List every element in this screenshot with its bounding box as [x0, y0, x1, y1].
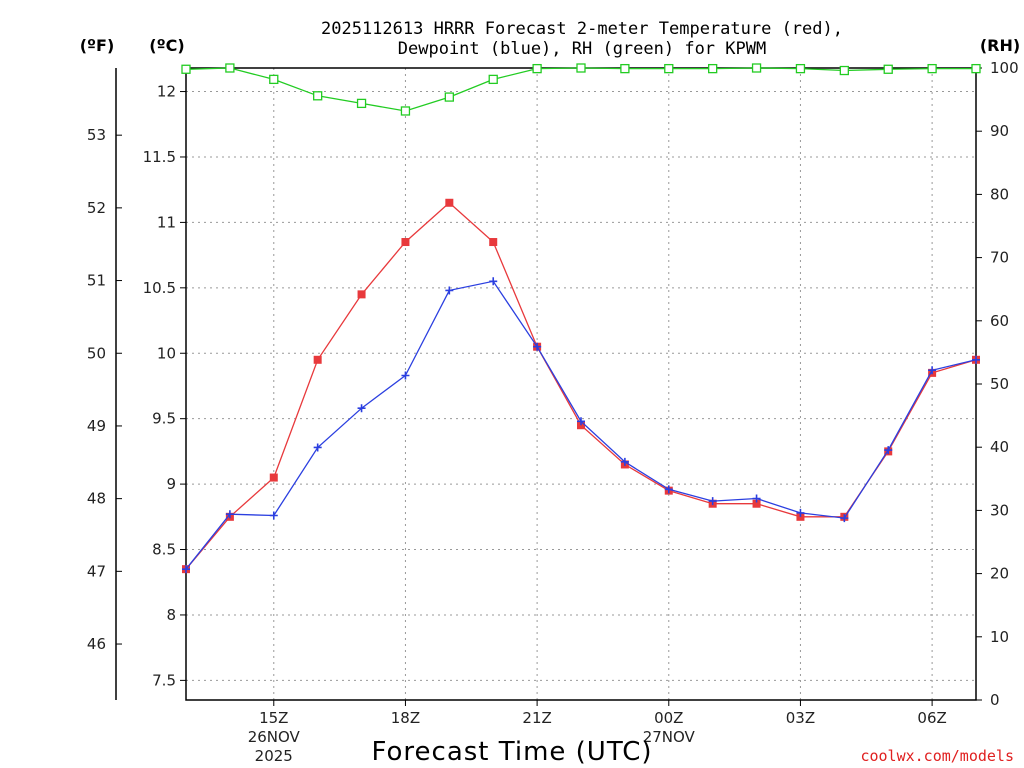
rh-point: [620, 63, 630, 74]
c-tick-label: 8.5: [152, 541, 176, 559]
dewpoint-point: [533, 342, 542, 351]
rh-point: [576, 63, 586, 73]
rh-tick-label: 100: [990, 59, 1019, 77]
dewpoint-point: [489, 277, 498, 286]
dewpoint-point: [752, 494, 761, 503]
rh-unit-label: (RH): [980, 36, 1020, 55]
f-tick-label: 47: [87, 562, 106, 580]
x-tick-label: 15Z: [259, 709, 288, 727]
f-tick-label: 51: [87, 272, 106, 290]
x-axis-title: Forecast Time (UTC): [371, 737, 652, 767]
rh-line: [185, 67, 976, 112]
f-tick-label: 52: [87, 199, 106, 217]
x-tick-label: 06Z: [917, 709, 946, 727]
c-tick-label: 7.5: [152, 671, 176, 689]
x-date-label: 26NOV: [248, 728, 301, 746]
dewpoint-point: [401, 371, 410, 380]
temperature-point: [269, 473, 278, 482]
rh-point: [225, 63, 235, 73]
f-tick-label: 53: [87, 126, 106, 144]
x-tick-label: 21Z: [522, 709, 551, 727]
c-tick-label: 10: [157, 344, 176, 362]
temperature-point: [401, 238, 410, 247]
rh-point: [927, 63, 937, 74]
x-year-label: 2025: [255, 747, 293, 765]
dewpoint-point: [577, 417, 585, 426]
rh-point: [181, 64, 191, 74]
x-tick-label: 03Z: [786, 709, 815, 727]
rh-point: [356, 98, 367, 109]
dewpoint-point: [445, 286, 454, 295]
temperature-point: [357, 290, 366, 299]
c-tick-label: 9: [166, 475, 176, 493]
temperature-point: [752, 499, 761, 508]
dewpoint-point: [840, 514, 849, 523]
series-layer: [181, 63, 981, 574]
temperature-point: [445, 198, 454, 207]
rh-point: [883, 64, 893, 74]
credit-label: coolwx.com/models: [860, 747, 1014, 765]
temperature-line: [185, 201, 977, 570]
rh-point: [708, 63, 718, 74]
plot-frame: [185, 67, 977, 701]
dewpoint-point: [884, 446, 893, 455]
rh-point: [313, 91, 323, 101]
dewpoint-point: [972, 355, 980, 364]
rh-tick-label: 0: [990, 691, 1000, 709]
rh-point: [971, 63, 981, 74]
c-tick-label: 11: [157, 213, 176, 231]
rh-tick-label: 20: [990, 565, 1009, 583]
dewpoint-point: [269, 511, 278, 520]
temperature-point: [489, 238, 498, 247]
f-tick-label: 50: [87, 344, 106, 362]
dewpoint-point: [708, 497, 717, 506]
c-tick-label: 9.5: [152, 410, 176, 428]
rh-point: [532, 63, 542, 74]
rh-tick-label: 30: [990, 501, 1009, 519]
dewpoint-point: [664, 485, 673, 494]
dewpoint-point: [357, 404, 366, 413]
f-tick-label: 48: [87, 490, 106, 508]
chart-title-line2: Dewpoint (blue), RH (green) for KPWM: [398, 39, 766, 59]
celsius-unit-label: (ºC): [149, 36, 184, 55]
c-tick-label: 12: [157, 83, 176, 101]
axis-layer: [115, 67, 982, 706]
rh-tick-label: 50: [990, 375, 1009, 393]
c-tick-label: 8: [166, 606, 176, 624]
rh-point: [488, 74, 498, 85]
dewpoint-point: [182, 565, 190, 574]
x-tick-label: 00Z: [654, 709, 683, 727]
temperature-point: [313, 355, 322, 364]
rh-tick-label: 40: [990, 438, 1009, 456]
rh-point: [400, 106, 411, 116]
f-tick-label: 49: [87, 417, 106, 435]
rh-point: [444, 92, 454, 102]
dewpoint-point: [928, 366, 937, 375]
x-date-label: 27NOV: [643, 728, 696, 746]
chart-title-line1: 2025112613 HRRR Forecast 2-meter Tempera…: [321, 19, 843, 39]
x-tick-label: 18Z: [391, 709, 420, 727]
rh-point: [839, 65, 849, 76]
grid-layer: [186, 68, 976, 700]
rh-point: [664, 63, 674, 74]
c-tick-label: 10.5: [143, 279, 176, 297]
fahrenheit-unit-label: (ºF): [80, 36, 115, 55]
rh-tick-label: 80: [990, 185, 1009, 203]
dewpoint-point: [225, 510, 234, 519]
rh-tick-label: 60: [990, 312, 1009, 330]
dewpoint-point: [796, 508, 805, 517]
rh-point: [269, 74, 279, 85]
f-tick-label: 46: [87, 635, 106, 653]
rh-tick-label: 10: [990, 628, 1009, 646]
rh-point: [795, 63, 806, 74]
dewpoint-point: [620, 457, 629, 466]
rh-tick-label: 90: [990, 122, 1009, 140]
rh-tick-label: 70: [990, 249, 1009, 267]
dewpoint-point: [313, 443, 322, 452]
rh-point: [751, 63, 762, 73]
c-tick-label: 11.5: [143, 148, 176, 166]
